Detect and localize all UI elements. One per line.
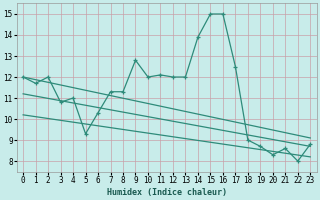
X-axis label: Humidex (Indice chaleur): Humidex (Indice chaleur) (107, 188, 227, 197)
